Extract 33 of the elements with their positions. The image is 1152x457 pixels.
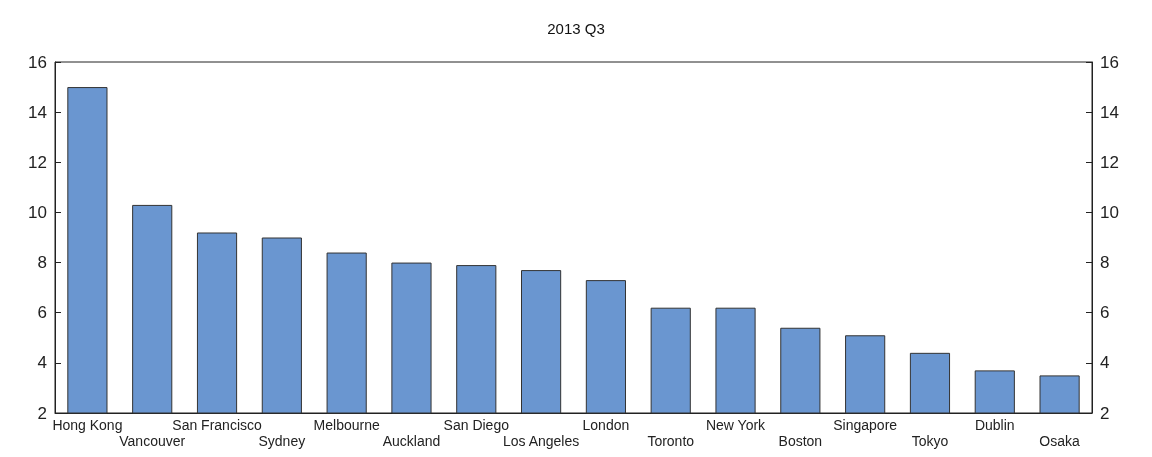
- x-tick-label: Tokyo: [911, 433, 949, 449]
- x-tick-label: Boston: [778, 433, 823, 449]
- x-tick-label: Dublin: [974, 417, 1015, 433]
- x-tick-label: Toronto: [647, 433, 695, 449]
- x-tick-label: Sydney: [258, 433, 306, 449]
- y2-tick-label: 4: [1100, 353, 1110, 373]
- y-tick-label: 2: [37, 403, 47, 423]
- x-tick-label: Osaka: [1039, 433, 1081, 449]
- x-tick-label: Singapore: [833, 417, 898, 433]
- y-tick-label: 14: [28, 102, 47, 122]
- y2-tick-label: 8: [1100, 253, 1110, 273]
- y2-tick-label: 6: [1100, 303, 1110, 323]
- x-tick-label: Melbourne: [313, 417, 380, 433]
- y2-tick-label: 14: [1100, 102, 1119, 122]
- y-tick-label: 10: [28, 202, 47, 222]
- x-tick-label: Auckland: [382, 433, 441, 449]
- y2-tick-label: 12: [1100, 152, 1119, 172]
- x-tick-label: San Francisco: [172, 417, 262, 433]
- y-tick-label: 8: [37, 253, 47, 273]
- x-tick-label: Hong Kong: [52, 417, 123, 433]
- y2-tick-label: 16: [1100, 52, 1119, 72]
- x-tick-label: London: [582, 417, 630, 433]
- x-tick-label: San Diego: [443, 417, 510, 433]
- y-tick-label: 12: [28, 152, 47, 172]
- y2-tick-label: 2: [1100, 403, 1110, 423]
- y-tick-label: 6: [37, 303, 47, 323]
- chart-title: 2013 Q3: [547, 20, 605, 37]
- x-tick-label: Los Angeles: [502, 433, 580, 449]
- y2-tick-label: 10: [1100, 202, 1119, 222]
- y-tick-label: 16: [28, 52, 47, 72]
- x-tick-label: New York: [705, 417, 767, 433]
- x-tick-label: Vancouver: [119, 433, 186, 449]
- y-tick-label: 4: [37, 353, 47, 373]
